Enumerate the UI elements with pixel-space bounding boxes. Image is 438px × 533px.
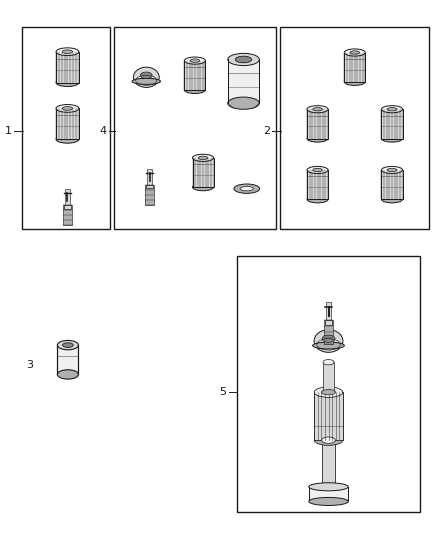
Ellipse shape [56,48,79,55]
Ellipse shape [314,387,343,398]
Ellipse shape [56,135,79,143]
Bar [64,205,71,209]
Bar [57,345,78,374]
Bar [324,320,333,344]
Text: 5: 5 [219,387,226,397]
Ellipse shape [62,50,73,53]
Ellipse shape [381,135,403,142]
Bar [309,487,348,502]
Ellipse shape [56,104,79,112]
Bar [321,440,336,487]
Ellipse shape [321,437,336,443]
Bar [307,170,328,199]
Ellipse shape [314,435,343,446]
Ellipse shape [307,106,328,113]
Bar [145,184,154,205]
Text: 3: 3 [26,360,33,370]
Ellipse shape [192,154,214,161]
Ellipse shape [323,360,334,365]
Ellipse shape [350,51,360,54]
Ellipse shape [56,79,79,86]
Ellipse shape [313,168,322,172]
Bar [325,320,332,325]
Bar [326,302,331,320]
Bar [237,256,420,512]
Bar [323,362,334,392]
Text: 2: 2 [263,126,270,135]
Bar [193,158,214,187]
Bar [381,109,403,139]
Bar [344,53,365,82]
Bar [22,27,110,229]
Bar [184,61,205,90]
Bar [56,108,79,139]
Bar [56,52,79,83]
Ellipse shape [198,156,208,159]
Bar [381,170,403,199]
Ellipse shape [192,183,214,191]
Ellipse shape [344,49,365,56]
Ellipse shape [381,196,403,203]
Bar [314,392,343,440]
Ellipse shape [309,497,348,505]
Text: 4: 4 [99,126,106,135]
Ellipse shape [228,53,259,66]
Ellipse shape [240,187,254,191]
Bar [63,205,72,225]
Ellipse shape [235,56,252,63]
Ellipse shape [57,341,78,350]
Ellipse shape [228,97,259,109]
Ellipse shape [309,483,348,491]
Ellipse shape [313,342,344,349]
Bar [65,189,70,205]
Ellipse shape [314,330,343,352]
Ellipse shape [381,166,403,174]
Ellipse shape [322,335,335,342]
Bar [228,60,259,103]
Ellipse shape [234,184,260,193]
Ellipse shape [381,106,403,113]
Text: 1: 1 [5,126,12,135]
Ellipse shape [62,107,73,110]
Ellipse shape [387,168,397,172]
Ellipse shape [63,343,73,348]
Ellipse shape [387,108,397,111]
Ellipse shape [141,72,152,78]
Bar [280,27,429,229]
Bar [307,109,328,139]
Ellipse shape [313,108,322,111]
Ellipse shape [134,67,159,87]
Ellipse shape [184,86,205,93]
Ellipse shape [307,135,328,142]
Ellipse shape [321,390,336,395]
Ellipse shape [57,370,78,379]
Ellipse shape [307,166,328,174]
Ellipse shape [132,78,160,84]
Bar [146,184,153,189]
Ellipse shape [344,78,365,85]
Ellipse shape [307,196,328,203]
Bar [147,168,152,184]
Ellipse shape [184,57,205,64]
Bar [114,27,276,229]
Ellipse shape [190,59,200,62]
